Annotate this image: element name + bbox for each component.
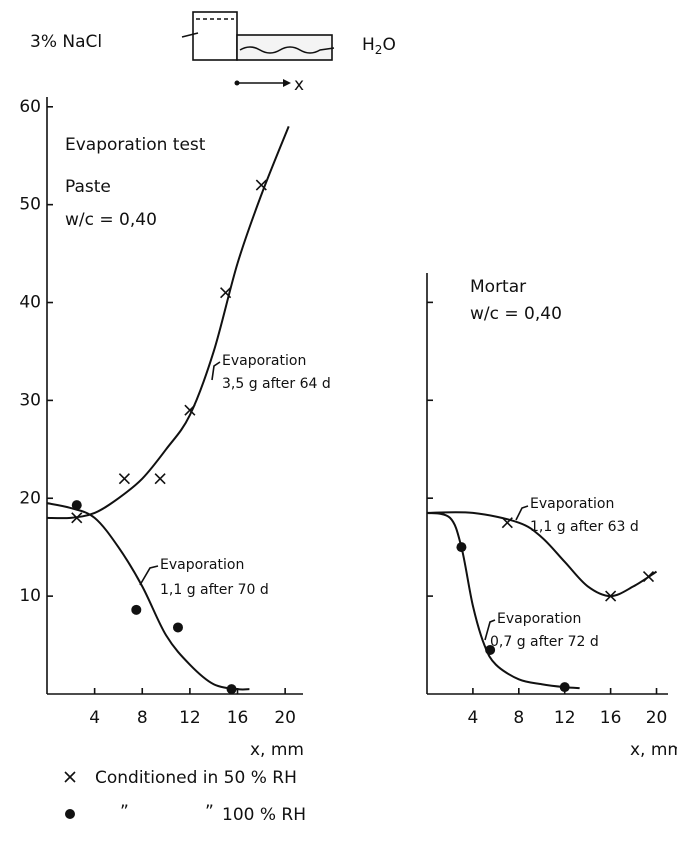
leader (515, 505, 529, 521)
schematic-label: H2O (362, 35, 396, 57)
x-axis-label: x, mm (630, 740, 677, 760)
x-tick-label: 8 (137, 708, 148, 728)
x-tick-label: 4 (89, 708, 100, 728)
schematic: 3% NaCl H2O x (30, 11, 396, 95)
leader (139, 565, 159, 586)
dot-point (172, 622, 183, 633)
x-tick-label: 12 (554, 708, 576, 728)
flow-path (239, 46, 335, 54)
leader (484, 619, 496, 641)
annotation: Evaporation (497, 611, 581, 627)
x-axis-label: x, mm (250, 740, 304, 760)
annotation: Evaporation (222, 353, 306, 369)
fit-curve (426, 511, 580, 690)
leaders (139, 361, 529, 641)
dot-point (131, 604, 142, 615)
x-tick-label: 4 (467, 708, 478, 728)
y-tick-label: 10 (19, 586, 41, 606)
annotation: w/c = 0,40 (65, 210, 157, 230)
legend-label: 100 % RH (222, 805, 306, 825)
x-tick-label: 16 (600, 708, 622, 728)
label-part: O (382, 35, 395, 55)
x-tick-label: 12 (179, 708, 201, 728)
arrow-head (283, 79, 291, 87)
annotation: Evaporation (160, 557, 244, 573)
y-tick-label: 40 (19, 293, 41, 313)
legend-label: Conditioned in 50 % RH (95, 768, 297, 788)
x-tick-label: 16 (227, 708, 249, 728)
leader (211, 361, 221, 381)
fit-curve (46, 502, 250, 691)
y-tick-label: 50 (19, 195, 41, 215)
annotation: Evaporation test (65, 135, 206, 155)
leader (181, 32, 199, 38)
legend-ditto: ” (120, 802, 129, 822)
schematic-label: 3% NaCl (30, 32, 102, 52)
legend: Conditioned in 50 % RH ” ” 100 % RH (64, 768, 306, 825)
label-part: 2 (375, 43, 383, 57)
cross-point (154, 473, 166, 485)
annotation: Evaporation (530, 496, 614, 512)
annotation: 1,1 g after 63 d (530, 519, 639, 535)
x-tick-label: 20 (274, 708, 296, 728)
annotation: Mortar (470, 277, 526, 297)
legend-cross (64, 771, 76, 783)
annotation: w/c = 0,40 (470, 304, 562, 324)
annotation: 0,7 g after 72 d (490, 634, 599, 650)
y-tick-label: 60 (19, 97, 41, 117)
annotation: 3,5 g after 64 d (222, 376, 331, 392)
legend-dot (65, 809, 75, 819)
x-tick-label: 20 (646, 708, 668, 728)
label-part: H (362, 35, 375, 55)
legend-ditto: ” (205, 802, 214, 822)
dot-point (71, 500, 82, 511)
schematic-label: x (294, 75, 304, 95)
fit-curve (426, 511, 658, 598)
y-tick-label: 20 (19, 488, 41, 508)
cross-point (118, 473, 130, 485)
x-tick-label: 8 (513, 708, 524, 728)
annotation: Paste (65, 177, 111, 197)
y-tick-label: 30 (19, 390, 41, 410)
annotation: 1,1 g after 70 d (160, 582, 269, 598)
